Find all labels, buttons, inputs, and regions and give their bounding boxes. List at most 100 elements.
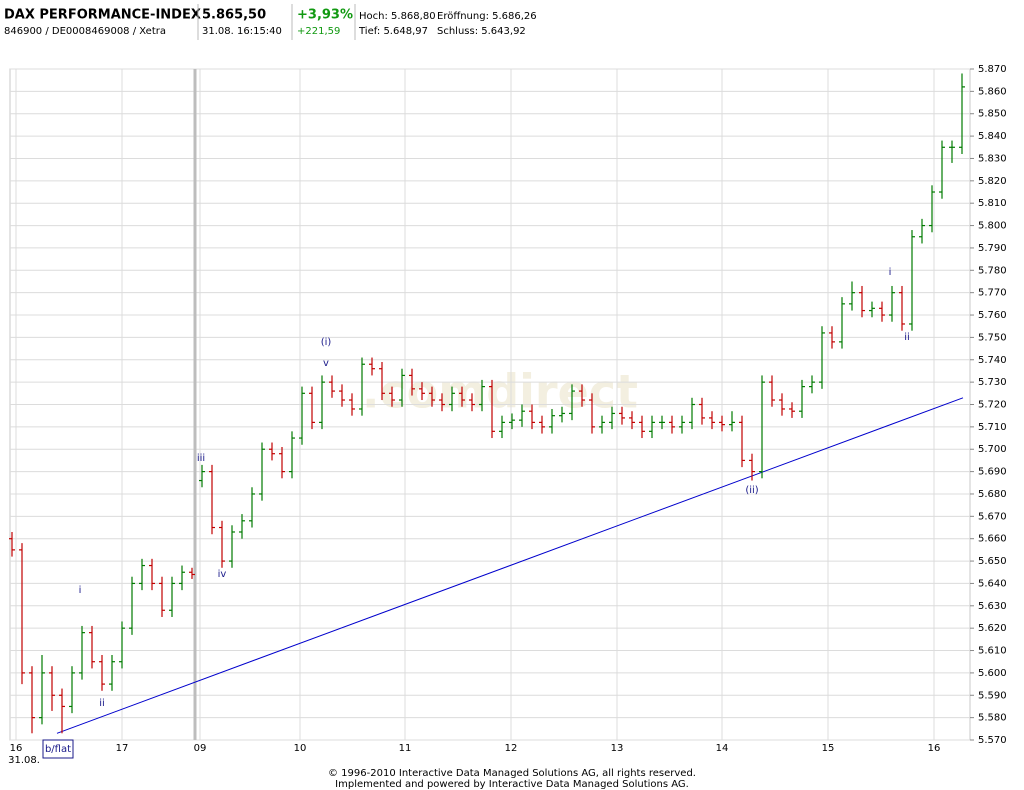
y-tick-label: 5.790 [978,243,1007,254]
wave-label: (ii) [745,485,758,496]
ohlc-bar [449,386,455,412]
high: Hoch: 5.868,80 [359,11,436,22]
ohlc-bar [919,218,925,244]
y-tick-label: 5.610 [978,646,1007,657]
ohlc-bar [759,375,765,479]
y-tick-label: 5.630 [978,601,1007,612]
y-tick-label: 5.720 [978,400,1007,411]
ohlc-bar [909,230,915,331]
watermark: .comdirect [362,365,638,419]
y-tick-label: 5.590 [978,690,1007,701]
y-tick-label: 5.700 [978,444,1007,455]
ohlc-bar [769,375,775,407]
trend-line [56,397,964,734]
ohlc-bar [579,384,585,407]
ohlc-bar [669,415,675,434]
ohlc-bar [949,140,955,163]
ohlc-bar [259,442,265,501]
ohlc-bar [629,411,635,430]
ohlc-bar [609,406,615,430]
ohlc-bar [549,408,555,434]
ohlc-bar [29,666,35,734]
ohlc-bar [699,397,705,425]
ohlc-bar [459,386,465,407]
ohlc-bar [489,379,495,439]
ohlc-bar [529,404,535,430]
ohlc-bar [569,384,575,421]
y-tick-label: 5.860 [978,86,1007,97]
ohlc-bar [819,326,825,389]
y-tick-label: 5.650 [978,556,1007,567]
ohlc-bar [349,393,355,416]
ohlc-bar [959,73,965,154]
ohlc-bar [129,576,135,635]
ohlc-bar [429,386,435,407]
ohlc-bar [649,415,655,439]
y-tick-label: 5.830 [978,153,1007,164]
ohlc-bar [639,415,645,439]
y-tick-label: 5.600 [978,668,1007,679]
y-tick-label: 5.730 [978,377,1007,388]
wave-label: v [323,358,329,369]
ohlc-bar [799,379,805,418]
x-tick-label: 15 [822,743,835,754]
ohlc-bar [9,531,15,557]
ohlc-bar [419,382,425,401]
ohlc-bar [939,140,945,199]
ohlc-bar [729,411,735,432]
x-tick-label: 10 [294,743,307,754]
ohlc-bar [509,413,515,430]
ohlc-bar [169,576,175,617]
ohlc-bar [869,301,875,318]
last-price: 5.865,50 [202,8,266,23]
ohlc-bar [199,464,205,488]
ohlc-bar [409,368,415,396]
ohlc-bar [719,415,725,432]
x-sublabel: 31.08. [8,755,40,766]
y-tick-label: 5.680 [978,489,1007,500]
open: Eröffnung: 5.686,26 [437,11,537,22]
ohlc-bar [279,446,285,479]
ohlc-bar [89,625,95,669]
ohlc-bar [359,357,365,416]
ohlc-bar [249,487,255,528]
ohlc-bar [209,464,215,535]
powered-by: Implemented and powered by Interactive D… [335,779,689,790]
ohlc-bar [599,415,605,434]
ohlc-bar [179,565,185,591]
ohlc-bar [79,625,85,680]
ohlc-bar [739,415,745,468]
ohlc-bar [749,453,755,481]
y-tick-label: 5.670 [978,511,1007,522]
ohlc-bar [879,301,885,322]
ohlc-bar [39,655,45,725]
ohlc-bar [49,666,55,711]
ohlc-bar [389,386,395,407]
wave-label: ii [99,698,105,709]
ohlc-bar [119,621,125,669]
ohlc-bar [309,386,315,430]
y-tick-label: 5.740 [978,355,1007,366]
x-tick-label: 11 [399,743,412,754]
ohlc-bar [789,402,795,418]
ohlc-bar [499,415,505,439]
ohlc-bar [219,520,225,568]
annotation-box [42,739,74,759]
ohlc-bar [539,415,545,434]
y-tick-label: 5.660 [978,534,1007,545]
y-tick-label: 5.810 [978,198,1007,209]
ohlc-bar [319,375,325,430]
ohlc-bar [849,281,855,311]
y-tick-label: 5.620 [978,623,1007,634]
y-tick-label: 5.580 [978,713,1007,724]
change-absolute: +221,59 [297,26,340,37]
ohlc-bar [469,393,475,412]
y-tick-label: 5.820 [978,176,1007,187]
ohlc-bar [439,393,445,412]
wave-label: iii [197,453,205,464]
ohlc-bar [379,362,385,401]
y-tick-label: 5.690 [978,467,1007,478]
change-percent: +3,93% [297,8,353,23]
wave-label: i [889,267,892,278]
ohlc-bar [829,326,835,349]
